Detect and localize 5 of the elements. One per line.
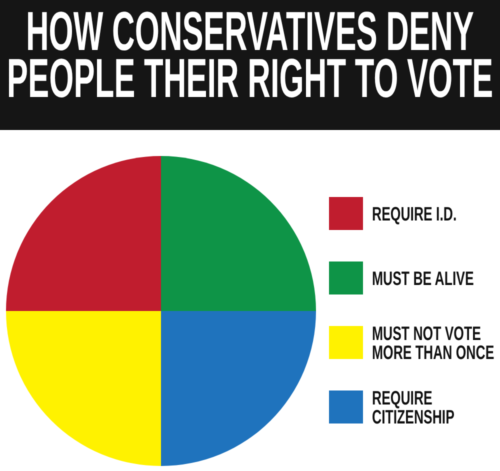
legend-label: MUST BE ALIVE bbox=[372, 267, 474, 290]
legend-label: REQUIRE I.D. bbox=[372, 202, 457, 226]
chart-title: HOW CONSERVATIVES DENY PEOPLE THEIR RIGHT TO VOTE bbox=[6, 0, 494, 110]
legend-label: REQUIRE CITIZENSHIP bbox=[372, 386, 454, 428]
legend-label: MUST NOT VOTE MORE THAN ONCE bbox=[372, 322, 494, 364]
